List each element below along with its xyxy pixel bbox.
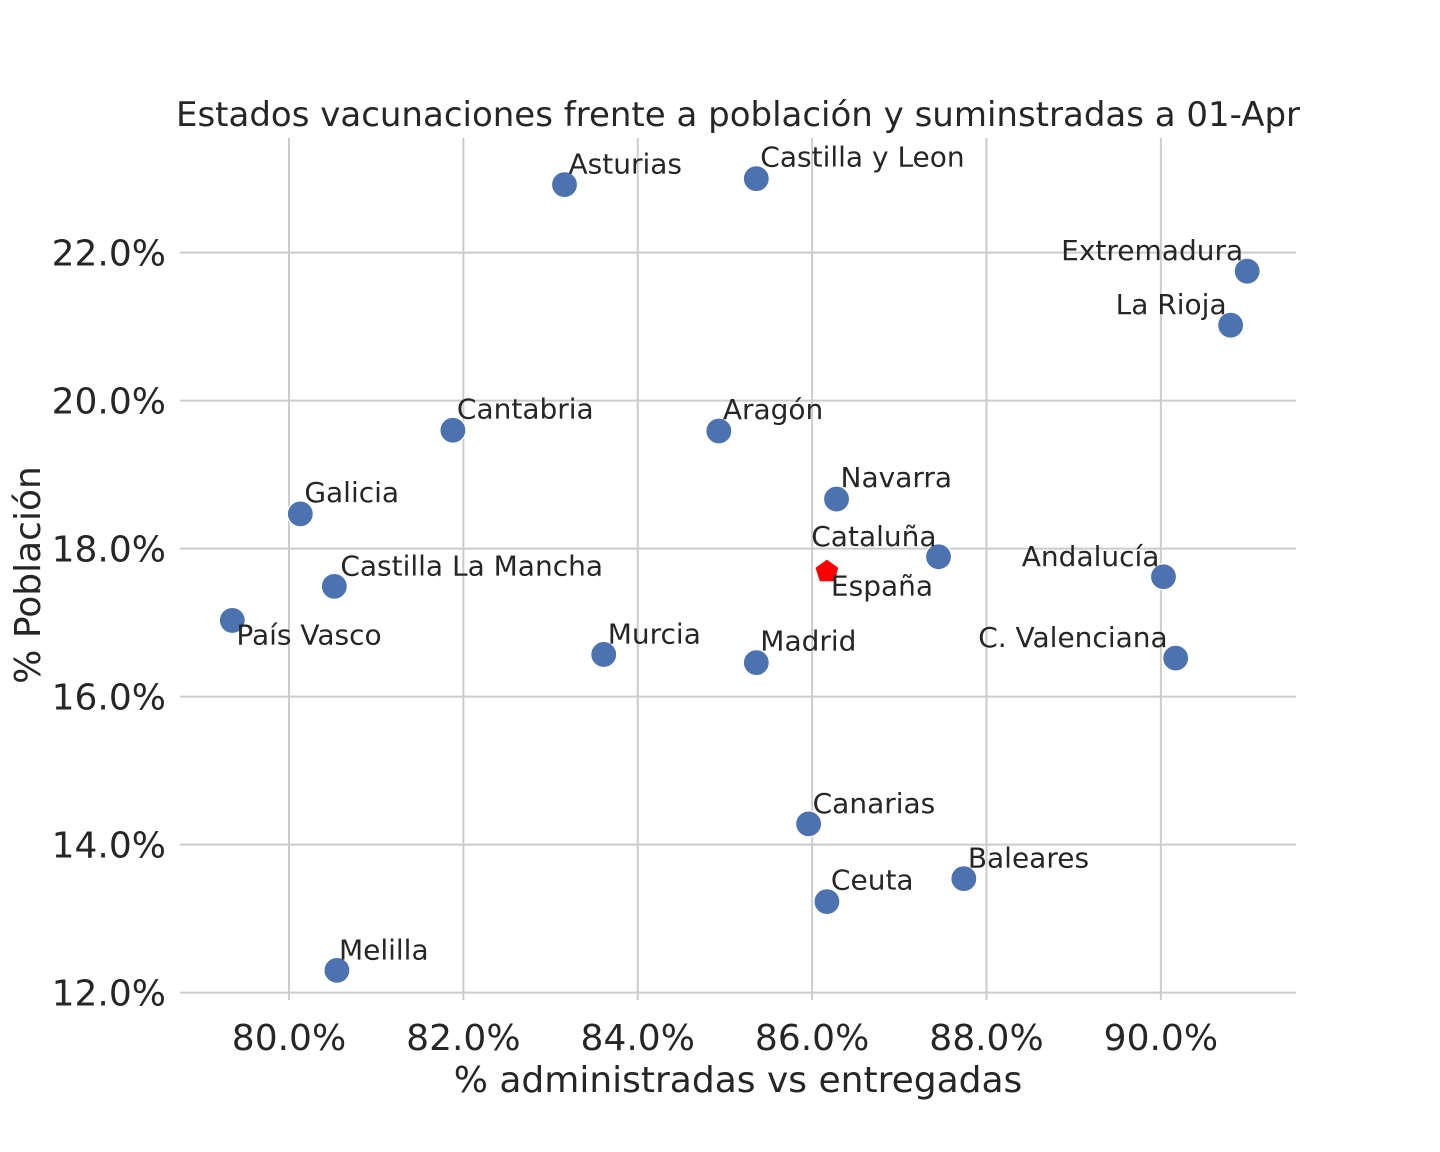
x-tick-label: 88.0% [929,1018,1043,1059]
point-madrid [742,648,770,677]
data-points [218,165,1261,985]
point-espana [815,559,839,582]
point-canarias [795,810,823,838]
x-axis-label: % administradas vs entregadas [454,1060,1023,1101]
label-madrid: Madrid [760,625,856,658]
point-cantabria [439,416,467,444]
y-tick-label: 14.0% [52,826,166,867]
x-axis-tick-labels: 80.0% 82.0% 84.0% 86.0% 88.0% 90.0% [232,1018,1218,1059]
point-labels: Asturias Castilla y Leon Extremadura La Rio… [236,141,1243,967]
point-extremadura [1233,257,1261,285]
label-espana: España [831,570,933,603]
point-murcia [590,640,618,669]
point-baleares [950,865,978,893]
label-baleares: Baleares [968,842,1089,875]
label-pais-vasco: País Vasco [236,618,381,651]
point-castilla-y-leon [742,165,770,193]
label-castilla-y-leon: Castilla y Leon [760,141,964,174]
point-pais-vasco [218,606,246,635]
label-c-valenciana: C. Valenciana [978,621,1167,654]
y-tick-label: 16.0% [52,678,166,719]
label-extremadura: Extremadura [1061,234,1243,267]
y-axis-tick-labels: 12.0% 14.0% 16.0% 18.0% 20.0% 22.0% [52,234,166,1015]
point-asturias [550,171,579,199]
label-navarra: Navarra [841,461,953,494]
point-galicia [286,500,314,528]
chart-title: Estados vacunaciones frente a población … [176,95,1300,135]
label-cataluna: Cataluña [811,520,936,553]
label-murcia: Murcia [608,617,701,650]
point-andalucia [1149,563,1178,591]
point-ceuta [813,887,841,916]
x-tick-label: 82.0% [406,1018,520,1059]
point-castilla-la-mancha [320,572,348,600]
y-axis-label: % Población [8,466,49,684]
label-galicia: Galicia [304,476,399,509]
y-tick-label: 20.0% [52,382,166,423]
label-castilla-la-mancha: Castilla La Mancha [340,549,603,582]
x-tick-label: 80.0% [232,1018,346,1059]
label-aragon: Aragón [723,393,823,426]
label-la-rioja: La Rioja [1116,288,1227,321]
point-cataluna [924,543,953,571]
label-melilla: Melilla [339,933,429,966]
point-navarra [822,485,851,513]
x-tick-label: 90.0% [1104,1018,1218,1059]
x-tick-label: 86.0% [755,1018,869,1059]
label-cantabria: Cantabria [457,392,594,425]
y-tick-label: 12.0% [52,974,166,1015]
point-melilla [323,956,351,985]
label-andalucia: Andalucía [1022,540,1160,573]
point-c-valenciana [1162,644,1190,672]
label-ceuta: Ceuta [831,864,914,897]
y-tick-label: 22.0% [52,234,166,275]
label-canarias: Canarias [813,787,936,820]
y-tick-label: 18.0% [52,530,166,571]
point-aragon [705,417,733,445]
point-la-rioja [1217,311,1245,339]
label-asturias: Asturias [568,148,682,181]
x-tick-label: 84.0% [581,1018,695,1059]
